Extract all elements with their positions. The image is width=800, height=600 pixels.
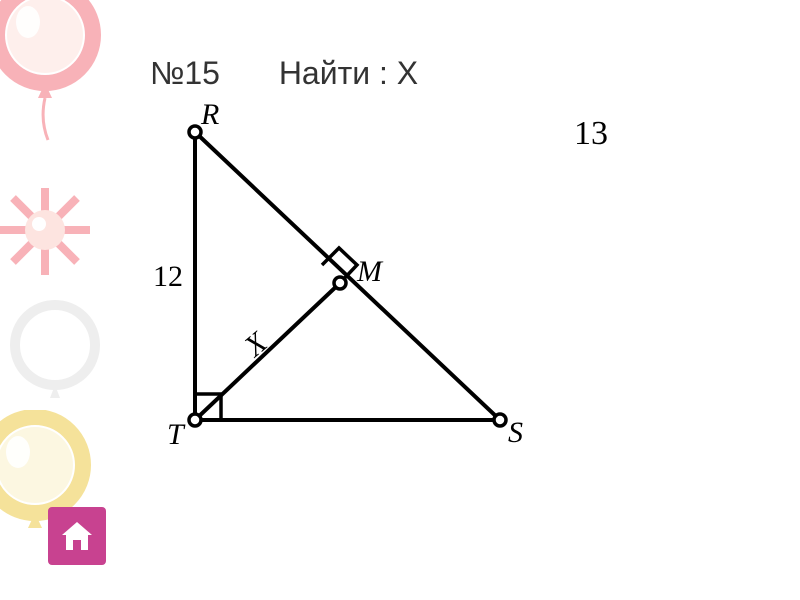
side-RT-label: 12 xyxy=(153,260,183,294)
balloon-burst-pink xyxy=(0,180,105,315)
vertex-M: M xyxy=(357,255,382,289)
rs-value: 13 xyxy=(574,115,608,152)
home-icon xyxy=(57,516,97,556)
vertex-R: R xyxy=(201,98,219,132)
vertex-S: S xyxy=(508,416,523,450)
title-row: №15 Найти : Х xyxy=(150,55,468,92)
vertex-T: T xyxy=(167,418,184,452)
find-label: Найти : Х xyxy=(279,55,418,91)
geometry-diagram: R T S M 12 X xyxy=(115,100,565,490)
problem-number: №15 xyxy=(150,55,220,91)
balloon-pink-top xyxy=(0,0,130,165)
home-button[interactable] xyxy=(48,507,106,565)
